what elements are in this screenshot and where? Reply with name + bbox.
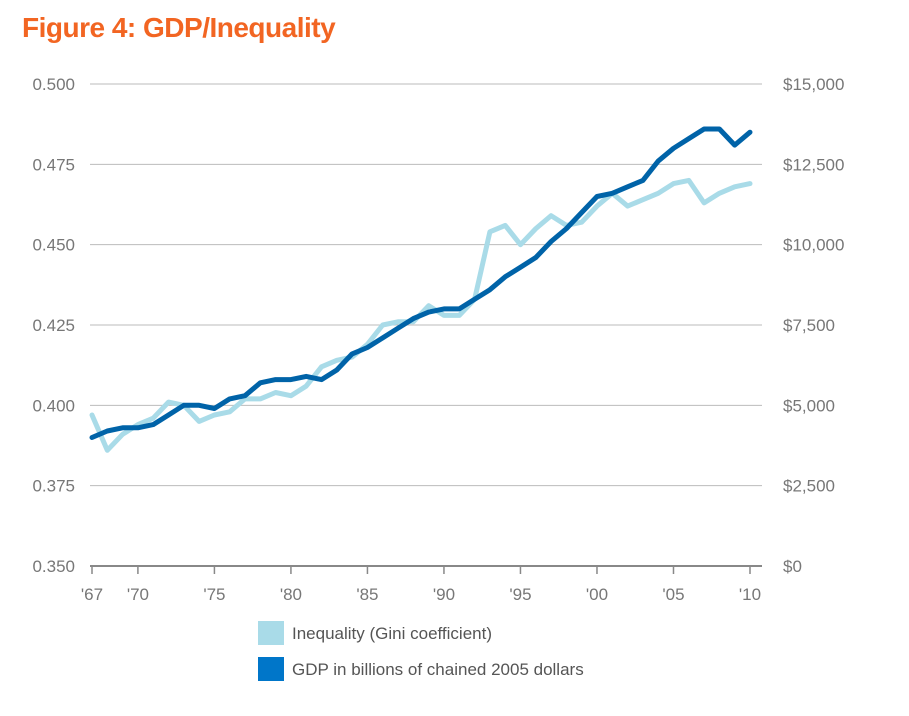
legend-swatch bbox=[258, 621, 284, 645]
right-tick-label: $2,500 bbox=[783, 477, 835, 496]
right-tick-label: $5,000 bbox=[783, 396, 835, 415]
left-tick-label: 0.450 bbox=[32, 236, 75, 255]
x-tick-label: '75 bbox=[203, 585, 225, 604]
x-tick-label: '10 bbox=[739, 585, 761, 604]
right-tick-label: $12,500 bbox=[783, 155, 844, 174]
x-tick-label: '95 bbox=[509, 585, 531, 604]
right-tick-label: $7,500 bbox=[783, 316, 835, 335]
x-tick-label: '90 bbox=[433, 585, 455, 604]
x-tick-label: '85 bbox=[356, 585, 378, 604]
left-tick-label: 0.425 bbox=[32, 316, 75, 335]
left-axis-tick-labels: 0.500 0.475 0.450 0.425 0.400 0.375 0.350 bbox=[32, 75, 75, 576]
gdp-series-line bbox=[89, 126, 753, 440]
legend-label: GDP in billions of chained 2005 dollars bbox=[292, 660, 584, 679]
legend: Inequality (Gini coefficient) GDP in bill… bbox=[258, 621, 584, 681]
left-tick-label: 0.375 bbox=[32, 477, 75, 496]
right-tick-label: $10,000 bbox=[783, 236, 844, 255]
right-axis-tick-labels: $15,000 $12,500 $10,000 $7,500 $5,000 $2,500 $… bbox=[783, 75, 844, 576]
left-tick-label: 0.475 bbox=[32, 155, 75, 174]
series-lines bbox=[89, 126, 753, 453]
left-tick-label: 0.500 bbox=[32, 75, 75, 94]
x-tick-label: '00 bbox=[586, 585, 608, 604]
x-tick-label: '05 bbox=[662, 585, 684, 604]
right-tick-label: $15,000 bbox=[783, 75, 844, 94]
x-tick-label: '67 bbox=[81, 585, 103, 604]
legend-label: Inequality (Gini coefficient) bbox=[292, 624, 492, 643]
legend-swatch bbox=[258, 657, 284, 681]
chart-title: Figure 4: GDP/Inequality bbox=[22, 12, 336, 43]
x-tick-label: '80 bbox=[280, 585, 302, 604]
gridlines bbox=[90, 83, 762, 567]
x-tick-label: '70 bbox=[127, 585, 149, 604]
right-tick-label: $0 bbox=[783, 557, 802, 576]
x-axis: '67 '70 '75 '80 '85 '90 '95 '00 '05 '10 bbox=[81, 566, 761, 604]
left-tick-label: 0.350 bbox=[32, 557, 75, 576]
left-tick-label: 0.400 bbox=[32, 396, 75, 415]
